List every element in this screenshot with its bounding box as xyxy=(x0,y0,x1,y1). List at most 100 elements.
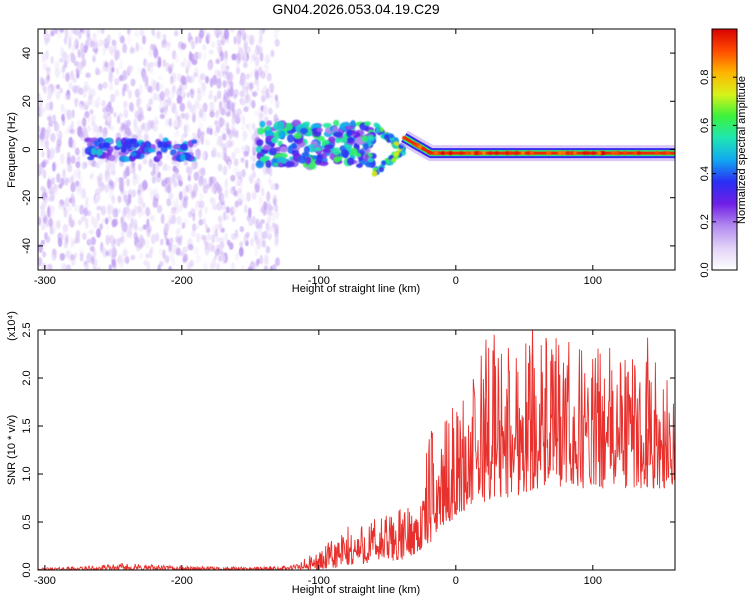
spectral-blob xyxy=(84,105,89,111)
colorbar-step xyxy=(712,187,737,191)
spectral-blob xyxy=(344,125,355,130)
spectral-blob xyxy=(50,56,54,65)
spectral-blob xyxy=(70,155,76,164)
spectral-blob xyxy=(266,191,271,202)
spectral-blob xyxy=(258,66,263,77)
spectral-blob xyxy=(334,137,341,144)
spectral-blob xyxy=(142,71,147,83)
spectral-blob xyxy=(85,196,90,203)
spectral-blob xyxy=(197,51,203,60)
colorbar-step xyxy=(712,267,737,271)
spectral-blob xyxy=(272,263,277,270)
spectral-blob xyxy=(623,151,628,155)
colorbar-step xyxy=(712,237,737,241)
spectral-blob xyxy=(363,141,369,151)
spectral-blob xyxy=(90,236,97,246)
spectral-blob xyxy=(209,101,214,108)
colorbar-step xyxy=(712,53,737,56)
spectral-blob xyxy=(54,60,60,72)
spectral-blob xyxy=(186,92,190,98)
colorbar-step xyxy=(712,259,737,263)
spectral-blob xyxy=(93,218,98,229)
colorbar-step xyxy=(712,211,737,215)
spectral-blob xyxy=(421,147,426,151)
spectral-blob xyxy=(263,104,268,116)
spectral-blob xyxy=(316,154,323,163)
spectral-blob xyxy=(333,156,343,162)
spectral-blob xyxy=(223,152,228,162)
colorbar-step xyxy=(712,31,737,34)
spectral-blob xyxy=(111,219,117,228)
spectral-blob xyxy=(111,67,115,73)
spectral-blob xyxy=(247,122,253,134)
spectral-blob xyxy=(70,70,74,81)
spectral-blob xyxy=(72,77,77,84)
spectral-blob xyxy=(80,49,86,60)
colorbar-step xyxy=(712,139,737,143)
spectral-blob xyxy=(194,97,201,106)
y-tick-label: 2.5 xyxy=(21,322,33,337)
spectral-blob xyxy=(216,262,220,270)
colorbar-step xyxy=(712,179,737,183)
spectral-blob xyxy=(249,82,254,90)
spectral-blob xyxy=(52,220,58,232)
colorbar-step xyxy=(712,135,737,139)
spectral-blob xyxy=(78,104,84,110)
spectral-blob xyxy=(56,143,61,153)
spectral-blob xyxy=(180,153,186,162)
spectral-blob xyxy=(71,109,75,119)
spectral-blob xyxy=(146,218,150,228)
spectral-blob xyxy=(97,266,102,270)
spectral-blob xyxy=(247,266,253,270)
spectral-blob xyxy=(418,145,422,149)
spectral-blob xyxy=(169,251,174,262)
spectral-blob xyxy=(252,171,256,179)
spectral-blob xyxy=(152,187,158,197)
spectral-blob xyxy=(176,95,183,104)
spectral-blob xyxy=(110,48,114,57)
spectral-blob xyxy=(233,36,237,45)
spectral-blob xyxy=(183,117,190,125)
spectral-blob xyxy=(239,112,244,122)
spectral-blob xyxy=(263,265,269,270)
spectral-blob xyxy=(138,192,144,200)
spectral-blob xyxy=(253,49,258,57)
spectral-blob xyxy=(96,175,102,182)
spectral-blob xyxy=(130,254,136,261)
spectral-blob xyxy=(259,120,266,128)
spectral-blob xyxy=(61,64,66,73)
colorbar-step xyxy=(712,73,737,76)
spectral-blob xyxy=(122,170,128,180)
spectral-blob xyxy=(182,256,186,264)
spectral-blob xyxy=(171,214,176,225)
spectral-blob xyxy=(78,219,82,226)
spectral-blob xyxy=(40,161,46,168)
spectral-blob xyxy=(230,29,235,33)
spectral-blob xyxy=(101,247,106,256)
spectral-blob xyxy=(185,260,191,267)
spectral-blob xyxy=(40,224,46,231)
spectral-blob xyxy=(152,200,158,208)
spectral-blob xyxy=(333,119,340,127)
spectral-blob xyxy=(175,197,179,208)
x-tick-label: 100 xyxy=(584,575,602,587)
spectral-blob xyxy=(177,118,183,128)
spectral-blob xyxy=(219,117,226,127)
colorbar-step xyxy=(712,221,737,225)
spectral-blob xyxy=(135,174,140,185)
spectral-blob xyxy=(110,170,116,176)
spectral-blob xyxy=(94,258,98,267)
spectral-blob xyxy=(262,164,269,176)
spectral-blob xyxy=(109,125,115,132)
colorbar-step xyxy=(712,133,737,137)
spectral-blob xyxy=(146,102,151,110)
spectral-blob xyxy=(42,190,46,201)
spectral-blob xyxy=(257,127,264,135)
colorbar-step xyxy=(712,99,737,102)
spectral-blob xyxy=(234,229,239,239)
spectral-blob xyxy=(448,151,453,155)
colorbar-step xyxy=(712,85,737,88)
colorbar-step xyxy=(712,205,737,209)
spectral-blob xyxy=(124,256,130,265)
spectral-blob xyxy=(145,239,150,249)
